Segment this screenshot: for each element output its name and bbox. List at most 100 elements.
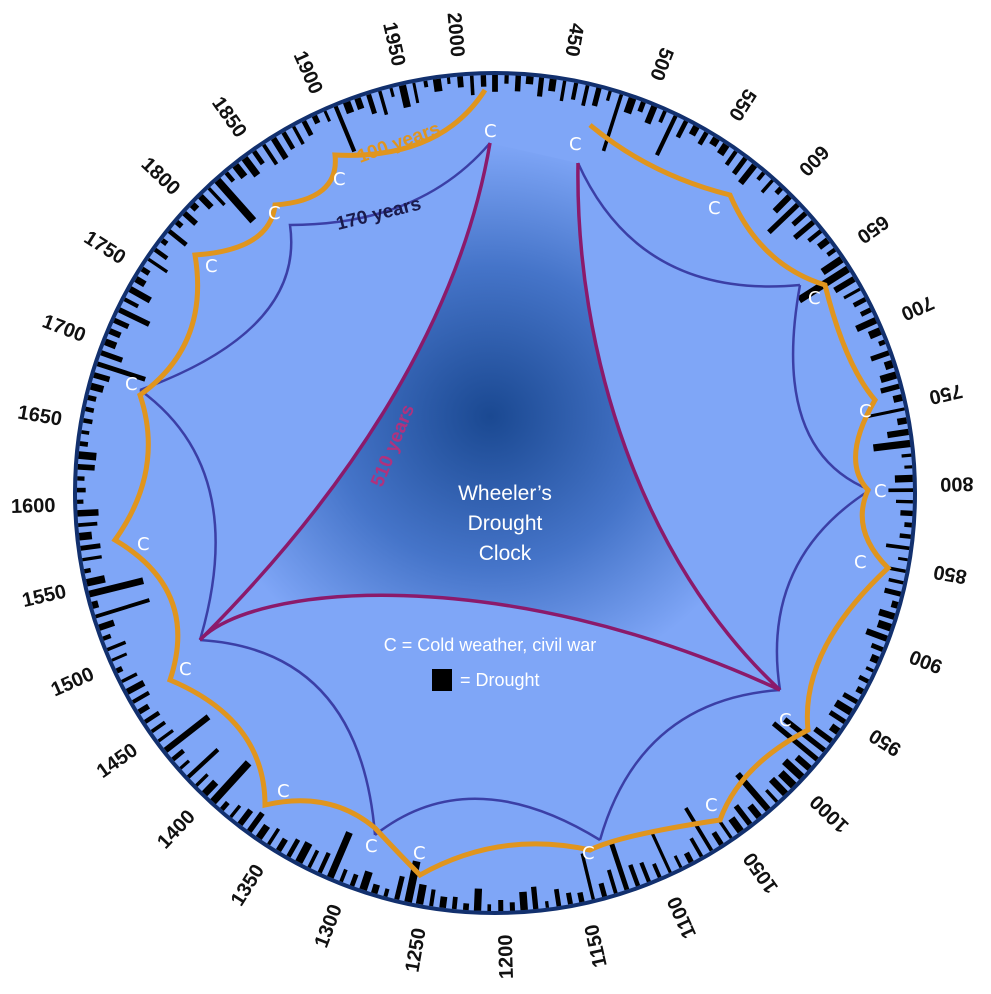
drought-bar — [451, 896, 458, 910]
year-label: 1900 — [289, 48, 327, 98]
drought-bar — [778, 770, 797, 789]
arc-170 — [791, 284, 871, 492]
drought-bar — [623, 97, 637, 115]
drought-bar — [220, 800, 230, 811]
drought-bar — [224, 171, 236, 183]
drought-bar — [865, 628, 888, 642]
arc-170 — [598, 688, 781, 841]
c-marker: C — [569, 134, 582, 155]
legend-drought-swatch — [432, 669, 452, 691]
drought-bar — [731, 156, 748, 176]
drought-bar — [163, 714, 211, 753]
arc-170 — [775, 488, 871, 691]
drought-bar — [855, 685, 865, 695]
drought-bar — [366, 93, 377, 115]
year-label: 1400 — [153, 806, 200, 853]
drought-bar — [398, 84, 411, 109]
drought-bar — [91, 600, 100, 609]
drought-bar — [876, 619, 892, 632]
drought-bar — [548, 78, 557, 92]
arc-170 — [139, 142, 491, 392]
drought-bar — [262, 143, 279, 166]
drought-bar — [339, 868, 348, 883]
drought-bar — [89, 382, 105, 393]
drought-bar — [570, 82, 579, 101]
arc-170 — [199, 638, 377, 836]
drought-bar — [717, 142, 730, 157]
drought-bar — [174, 220, 184, 229]
drought-bar — [738, 163, 758, 186]
drought-bar — [389, 87, 395, 98]
drought-bar — [111, 652, 128, 662]
drought-bar — [765, 788, 779, 803]
drought-bar — [826, 247, 837, 257]
year-label: 600 — [794, 141, 833, 180]
drought-bar — [684, 807, 714, 852]
drought-bar — [870, 642, 884, 652]
drought-bar — [709, 136, 720, 148]
drought-bar — [118, 307, 151, 327]
drought-bar — [652, 863, 662, 878]
drought-bar — [78, 521, 98, 527]
drought-bar — [828, 710, 847, 725]
drought-bar — [82, 555, 102, 562]
drought-bar — [232, 163, 248, 180]
cycle-510-arcs — [198, 142, 782, 692]
drought-bar — [201, 779, 219, 797]
drought-bar — [462, 903, 470, 911]
drought-bar — [697, 131, 709, 146]
drought-bar — [160, 238, 169, 247]
drought-bar — [108, 328, 122, 339]
drought-bar — [544, 900, 550, 908]
c-marker: C — [705, 795, 718, 816]
drought-bar — [150, 720, 167, 734]
drought-bar — [792, 220, 816, 240]
year-label: 1650 — [16, 401, 64, 430]
drought-bar — [525, 76, 534, 85]
drought-bar — [237, 808, 254, 827]
drought-bar — [782, 758, 805, 780]
drought-bar — [683, 851, 694, 864]
drought-bar — [852, 297, 867, 308]
drought-bar — [93, 372, 111, 383]
drought-bar — [870, 350, 890, 362]
drought-bar — [717, 818, 733, 839]
drought-bar — [577, 891, 585, 903]
drought-bar — [77, 509, 99, 517]
year-label: 1250 — [401, 926, 430, 974]
drought-bar — [791, 211, 808, 227]
drought-bar — [711, 831, 724, 846]
drought-bar — [872, 439, 911, 452]
drought-bar — [311, 114, 321, 125]
drought-bar — [894, 474, 913, 483]
year-label: 1500 — [48, 663, 98, 701]
drought-bar — [95, 598, 150, 619]
inner-shaded-region — [200, 143, 780, 690]
drought-bar — [78, 531, 93, 541]
drought-bar — [354, 97, 365, 110]
drought-bar — [371, 883, 380, 895]
drought-bar — [655, 115, 678, 157]
drought-bar — [98, 619, 116, 631]
legend-drought: = Drought — [460, 670, 540, 690]
drought-bar — [229, 804, 242, 818]
year-label: 1350 — [227, 861, 269, 910]
drought-bar — [342, 100, 355, 115]
arc-170 — [374, 797, 601, 842]
drought-bar — [869, 653, 880, 664]
drought-bar — [890, 600, 899, 609]
drought-bar — [771, 721, 819, 762]
drought-bar — [772, 194, 792, 214]
cycle-170-arcs — [139, 142, 871, 842]
year-label: 1950 — [378, 20, 409, 68]
year-label: 1750 — [80, 227, 129, 269]
drought-bar — [580, 853, 595, 900]
drought-bar — [514, 75, 522, 92]
drought-bar — [131, 690, 151, 704]
drought-bar — [147, 257, 169, 274]
drought-bar — [565, 892, 573, 905]
drought-bar — [143, 710, 161, 724]
year-label: 700 — [898, 291, 937, 325]
legend-cold: C = Cold weather, civil war — [384, 635, 597, 655]
